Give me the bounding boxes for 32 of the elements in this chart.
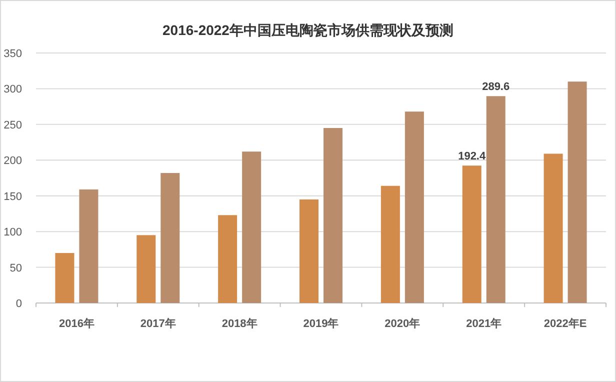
y-tick-label: 50 bbox=[10, 262, 22, 274]
x-tick-label: 2019年 bbox=[303, 317, 339, 330]
bar bbox=[544, 154, 563, 303]
y-tick-label: 100 bbox=[4, 226, 22, 239]
x-tick-label: 2017年 bbox=[140, 317, 176, 330]
bar bbox=[486, 96, 506, 303]
bar bbox=[324, 128, 342, 303]
x-tick-label: 2016年 bbox=[58, 317, 94, 330]
y-tick-label: 150 bbox=[4, 190, 22, 203]
bar bbox=[218, 215, 238, 303]
bar bbox=[79, 189, 98, 303]
bar bbox=[462, 166, 482, 303]
bar bbox=[380, 186, 400, 303]
x-tick-label: 2021年 bbox=[466, 317, 502, 330]
bar bbox=[404, 112, 424, 303]
y-tick-label: 300 bbox=[4, 84, 22, 96]
x-tick-label: 2018年 bbox=[222, 317, 258, 330]
chart-title: 2016-2022年中国压电陶瓷市场供需现状及预测 bbox=[162, 22, 454, 38]
y-tick-label: 200 bbox=[4, 155, 22, 168]
y-tick-label: 350 bbox=[4, 48, 22, 60]
bar bbox=[136, 235, 156, 303]
y-tick-label: 250 bbox=[4, 119, 22, 132]
data-label: 289.6 bbox=[482, 81, 510, 94]
data-label: 192.4 bbox=[458, 150, 486, 163]
bar bbox=[300, 199, 318, 303]
bar bbox=[568, 82, 587, 303]
x-tick-label: 2022年E bbox=[544, 317, 587, 330]
bar bbox=[160, 173, 180, 303]
bar bbox=[55, 253, 74, 303]
y-tick-label: 0 bbox=[16, 298, 22, 310]
x-tick-label: 2020年 bbox=[384, 317, 420, 330]
bar bbox=[242, 152, 262, 303]
